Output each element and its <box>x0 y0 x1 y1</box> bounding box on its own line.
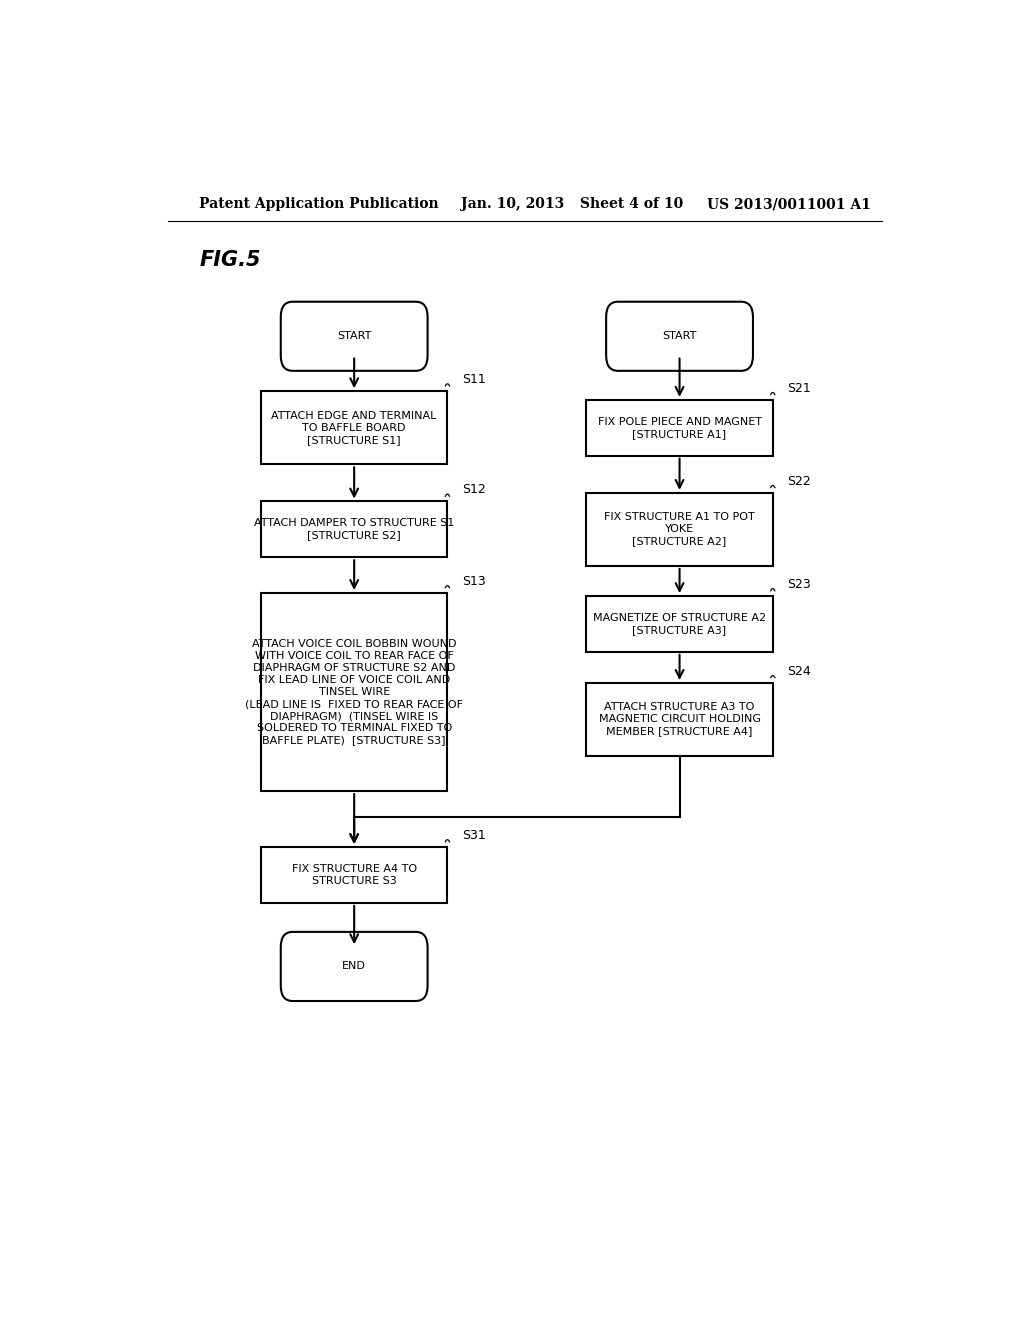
Text: FIX POLE PIECE AND MAGNET
[STRUCTURE A1]: FIX POLE PIECE AND MAGNET [STRUCTURE A1] <box>598 417 762 438</box>
Bar <box>261 391 447 465</box>
Bar <box>587 682 773 756</box>
Bar <box>261 502 447 557</box>
Text: S11: S11 <box>462 374 485 385</box>
Text: S13: S13 <box>462 574 485 587</box>
Text: S23: S23 <box>787 578 811 591</box>
Text: Patent Application Publication: Patent Application Publication <box>200 197 439 211</box>
Text: S22: S22 <box>787 475 811 487</box>
Text: START: START <box>663 331 696 342</box>
Text: S21: S21 <box>787 381 811 395</box>
Text: Sheet 4 of 10: Sheet 4 of 10 <box>581 197 684 211</box>
Bar <box>587 492 773 566</box>
Text: S12: S12 <box>462 483 485 496</box>
Bar <box>261 847 447 903</box>
FancyBboxPatch shape <box>281 932 428 1001</box>
Text: S24: S24 <box>787 665 811 677</box>
Text: END: END <box>342 961 367 972</box>
Text: S31: S31 <box>462 829 485 842</box>
Bar <box>261 593 447 791</box>
Text: US 2013/0011001 A1: US 2013/0011001 A1 <box>708 197 871 211</box>
Text: START: START <box>337 331 372 342</box>
Text: ATTACH VOICE COIL BOBBIN WOUND
WITH VOICE COIL TO REAR FACE OF
DIAPHRAGM OF STRU: ATTACH VOICE COIL BOBBIN WOUND WITH VOIC… <box>245 639 463 744</box>
FancyBboxPatch shape <box>606 302 753 371</box>
Text: ATTACH STRUCTURE A3 TO
MAGNETIC CIRCUIT HOLDING
MEMBER [STRUCTURE A4]: ATTACH STRUCTURE A3 TO MAGNETIC CIRCUIT … <box>599 702 761 737</box>
Text: FIG.5: FIG.5 <box>200 249 261 271</box>
Text: FIX STRUCTURE A4 TO
STRUCTURE S3: FIX STRUCTURE A4 TO STRUCTURE S3 <box>292 865 417 886</box>
Bar <box>587 400 773 455</box>
Text: Jan. 10, 2013: Jan. 10, 2013 <box>461 197 564 211</box>
FancyBboxPatch shape <box>281 302 428 371</box>
Bar <box>587 595 773 652</box>
Text: ATTACH EDGE AND TERMINAL
TO BAFFLE BOARD
[STRUCTURE S1]: ATTACH EDGE AND TERMINAL TO BAFFLE BOARD… <box>271 411 437 445</box>
Text: MAGNETIZE OF STRUCTURE A2
[STRUCTURE A3]: MAGNETIZE OF STRUCTURE A2 [STRUCTURE A3] <box>593 612 766 635</box>
Text: FIX STRUCTURE A1 TO POT
YOKE
[STRUCTURE A2]: FIX STRUCTURE A1 TO POT YOKE [STRUCTURE … <box>604 512 755 546</box>
Text: ATTACH DAMPER TO STRUCTURE S1
[STRUCTURE S2]: ATTACH DAMPER TO STRUCTURE S1 [STRUCTURE… <box>254 519 455 540</box>
